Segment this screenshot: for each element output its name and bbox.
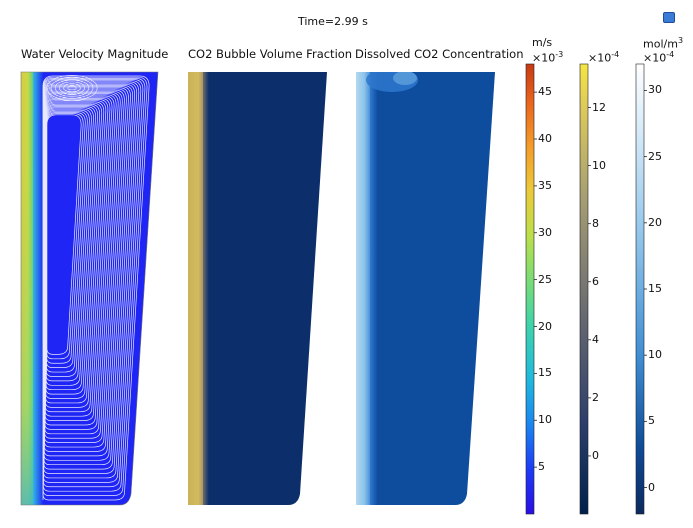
streamline: [43, 87, 129, 457]
colorbar-dissolved: [635, 63, 645, 515]
velocity-field: [21, 72, 158, 505]
streamline: [43, 85, 133, 466]
colorbar-tick-label: 6: [592, 274, 599, 288]
streamline: [45, 99, 109, 413]
camera-icon[interactable]: [663, 12, 675, 23]
panel-title-bubble: CO2 Bubble Volume Fraction: [188, 47, 353, 61]
streamline: [42, 76, 148, 496]
colorbar-tick-label: 40: [538, 132, 552, 145]
streamline: [44, 93, 119, 435]
streamline: [44, 98, 111, 417]
colorbar-dissolved-multiplier: ×10-4: [643, 50, 675, 65]
colorbar-tick-label: 2: [592, 390, 599, 404]
colorbar-velocity: [525, 63, 535, 515]
streamline: [43, 79, 144, 488]
colorbar-dissolved-unit: mol/m3: [643, 36, 684, 51]
streamline: [45, 101, 105, 404]
colorbar-velocity-unit: m/s: [532, 36, 553, 49]
colorbar-tick-label: 15: [538, 366, 552, 380]
streamline: [45, 107, 94, 382]
colorbar-tick-label: 30: [648, 83, 662, 97]
streamline: [46, 109, 90, 373]
colorbar-velocity-multiplier: ×10-3: [532, 50, 564, 65]
streamline: [43, 88, 127, 452]
streamline: [42, 78, 146, 492]
streamline-vortex: [63, 83, 81, 93]
streamline-vortex: [46, 75, 98, 101]
colorbar-tick-label: 5: [538, 460, 545, 474]
colorbar-tick-label: 12: [592, 100, 606, 114]
colorbar-bubble: [579, 63, 589, 515]
streamline: [43, 86, 131, 461]
colorbar-bubble-multiplier: ×10-4: [588, 50, 620, 65]
colorbar-tick-label: 0: [592, 448, 599, 462]
streamline: [44, 89, 125, 448]
streamline: [46, 112, 86, 364]
streamline: [45, 103, 101, 395]
streamline: [46, 110, 88, 368]
streamline: [43, 81, 140, 479]
colorbar-tick-label: 8: [592, 216, 599, 230]
streamline: [45, 105, 98, 391]
colorbar-tick-label: 25: [538, 272, 552, 286]
dissolved-co2-field: [356, 72, 495, 505]
streamline: [46, 114, 82, 355]
time-label: Time=2.99 s: [298, 15, 368, 28]
streamline-vortex: [67, 85, 77, 91]
colorbar-tick-label: 15: [648, 282, 662, 295]
panel-title-dissolved: Dissolved CO2 Concentration: [355, 47, 524, 61]
streamline: [42, 75, 150, 501]
colorbar-tick-label: 0: [648, 480, 655, 494]
colorbar-tick-label: 5: [648, 414, 655, 428]
streamline: [43, 83, 136, 470]
streamline: [43, 80, 142, 483]
streamline: [44, 90, 123, 443]
streamline-vortex: [54, 79, 90, 97]
streamline: [45, 106, 96, 386]
streamline: [46, 113, 84, 360]
colorbar-tick-label: 10: [648, 348, 662, 362]
colorbar-tick-label: 10: [538, 413, 552, 427]
streamline: [44, 95, 115, 426]
streamline: [45, 102, 103, 399]
colorbar-tick-label: 30: [538, 225, 552, 239]
colorbar-tick-label: 45: [538, 85, 552, 99]
streamline-vortex: [50, 77, 94, 99]
streamline: [44, 94, 117, 430]
colorbar-tick-label: 20: [538, 319, 552, 333]
colorbar-tick-label: 20: [648, 215, 662, 229]
colorbar-tick-label: 4: [592, 332, 599, 346]
colorbar-tick-label: 10: [592, 158, 606, 172]
streamline: [45, 100, 107, 408]
colorbar-tick-label: 35: [538, 178, 552, 192]
panel-title-velocity: Water Velocity Magnitude: [21, 47, 169, 61]
bubble-fraction-field: [188, 72, 327, 505]
colorbar-tick-label: 25: [648, 149, 662, 163]
streamline-vortex: [59, 81, 85, 95]
streamline: [44, 96, 113, 421]
streamline: [45, 108, 92, 377]
